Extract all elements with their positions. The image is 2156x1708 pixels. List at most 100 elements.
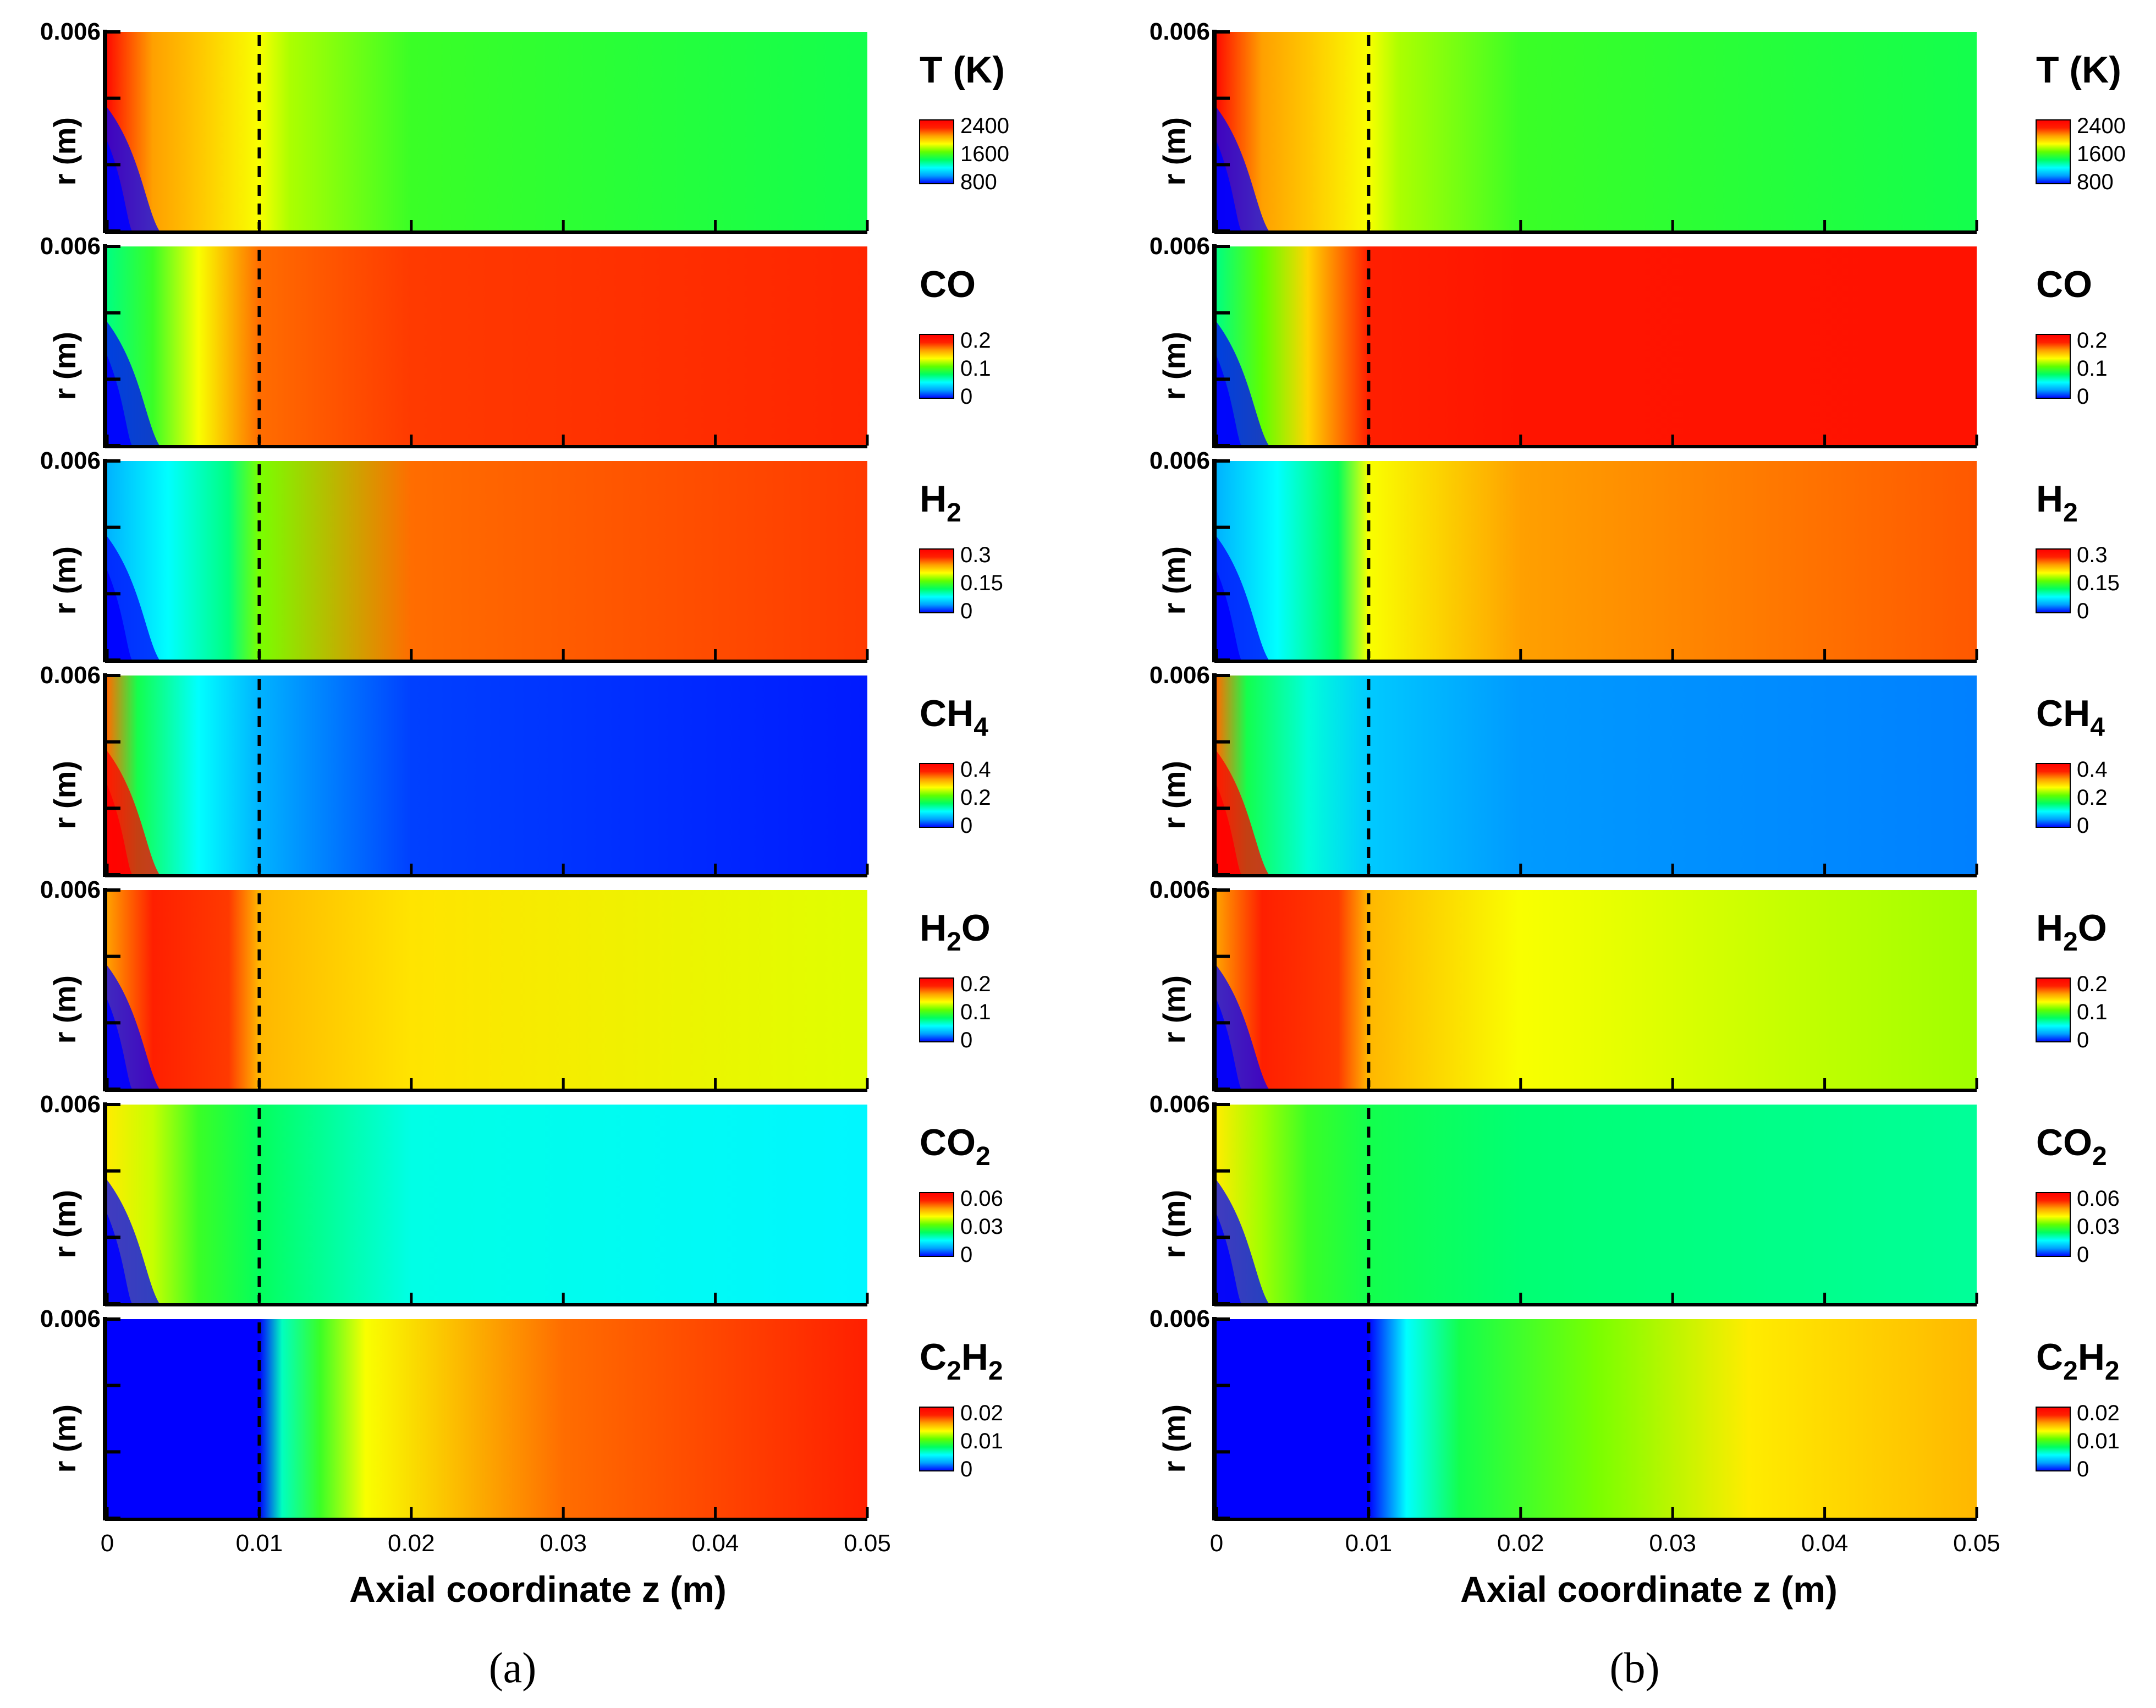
legend-a-3: H2 0.3 0.15 0 [919, 478, 1003, 623]
colorbar-tick-label: 0.2 [2077, 786, 2108, 810]
y-tick-label: 0.006 [40, 1305, 101, 1332]
colorbar-tick-label: 0 [2077, 599, 2089, 623]
colorbar [2036, 548, 2071, 613]
x-tick-label: 0.01 [236, 1530, 283, 1557]
y-tick-label: 0.006 [1150, 1305, 1210, 1332]
y-axis-label: r (m) [47, 117, 82, 185]
y-axis-label: r (m) [47, 975, 82, 1044]
x-tick-label: 0.05 [1953, 1530, 2000, 1557]
legend-a-1: T (K) 2400 1600 800 [919, 49, 1009, 194]
contour-plot-b-4: 0.006 r (m) [1150, 662, 1978, 877]
legend-a-7: C2H2 0.02 0.01 0 [919, 1336, 1003, 1481]
y-axis-label: r (m) [1157, 1404, 1191, 1473]
colorbar-tick-label: 0 [2077, 1457, 2089, 1481]
x-tick-label: 0.03 [1649, 1530, 1696, 1557]
colorbar [2036, 763, 2071, 828]
x-tick-label: 0 [1210, 1530, 1223, 1557]
x-tick-label: 0 [101, 1530, 114, 1557]
y-axis-label: r (m) [47, 1404, 82, 1473]
colorbar-tick-label: 0.06 [2077, 1187, 2120, 1211]
colorbar-tick-label: 2400 [960, 114, 1009, 138]
field-map [1217, 246, 1977, 446]
y-axis-label: r (m) [1157, 761, 1191, 829]
colorbar-tick-label: 0.2 [2077, 328, 2108, 353]
colorbar-tick-label: 0 [960, 1028, 972, 1052]
colorbar [919, 977, 954, 1042]
y-tick-label: 0.006 [1150, 233, 1210, 260]
field-map [107, 675, 867, 875]
colorbar-tick-label: 0.01 [960, 1429, 1003, 1453]
contour-plot-a-2: 0.006 r (m) [40, 233, 869, 448]
y-axis-label: r (m) [1157, 332, 1191, 400]
y-axis-label: r (m) [1157, 117, 1191, 185]
legend-b-1: T (K) 2400 1600 800 [2036, 49, 2126, 194]
species-label: CO [2036, 263, 2092, 305]
x-tick-label: 0.01 [1345, 1530, 1393, 1557]
colorbar [919, 1407, 954, 1471]
species-label: H2 [2036, 478, 2078, 528]
colorbar-tick-label: 0 [960, 1457, 972, 1481]
x-tick-label: 0.02 [1497, 1530, 1544, 1557]
colorbar-tick-label: 1600 [2077, 142, 2126, 166]
y-tick-label: 0.006 [1150, 1091, 1210, 1118]
colorbar-tick-label: 0.02 [960, 1401, 1003, 1425]
legend-a-5: H2O 0.2 0.1 0 [919, 907, 991, 1052]
colorbar-tick-label: 0.1 [960, 356, 991, 381]
panel-label-a: (a) [489, 1644, 537, 1691]
y-axis-label: r (m) [47, 332, 82, 400]
colorbar [919, 1192, 954, 1257]
colorbar-tick-label: 0.2 [960, 328, 991, 353]
y-tick-label: 0.006 [1150, 662, 1210, 689]
colorbar-tick-label: 800 [2077, 170, 2114, 194]
colorbar-tick-label: 0.1 [960, 1000, 991, 1024]
species-label: CH4 [2036, 693, 2105, 742]
species-label: CH4 [920, 693, 988, 742]
colorbar-tick-label: 0 [960, 1243, 972, 1267]
y-tick-label: 0.006 [1150, 876, 1210, 903]
y-tick-label: 0.006 [40, 447, 101, 474]
legend-b-3: H2 0.3 0.15 0 [2036, 478, 2120, 623]
colorbar-tick-label: 0.4 [2077, 757, 2108, 782]
contour-plot-a-7: 0.006 r (m) [40, 1305, 869, 1521]
colorbar [2036, 1407, 2071, 1471]
species-label: CO2 [920, 1122, 991, 1171]
colorbar-tick-label: 0 [960, 814, 972, 838]
y-tick-label: 0.006 [40, 1091, 101, 1118]
x-tick-label: 0.04 [692, 1530, 739, 1557]
colorbar-tick-label: 0.2 [960, 972, 991, 996]
species-label: T (K) [920, 49, 1005, 91]
colorbar-tick-label: 0.1 [2077, 356, 2108, 381]
colorbar [919, 763, 954, 828]
field-map [1217, 1105, 1977, 1304]
y-tick-label: 0.006 [40, 233, 101, 260]
species-label: H2 [920, 478, 961, 528]
field-map [107, 246, 867, 446]
species-label: C2H2 [920, 1336, 1003, 1386]
y-axis-label: r (m) [1157, 546, 1191, 614]
legend-b-4: CH4 0.4 0.2 0 [2036, 693, 2108, 838]
legend-b-2: CO 0.2 0.1 0 [2036, 263, 2108, 409]
field-map [107, 890, 867, 1089]
colorbar-tick-label: 1600 [960, 142, 1009, 166]
legend-a-6: CO2 0.06 0.03 0 [919, 1122, 1003, 1267]
colorbar-tick-label: 800 [960, 170, 997, 194]
x-tick-label: 0.05 [844, 1530, 891, 1557]
contour-plot-a-6: 0.006 r (m) [40, 1091, 869, 1306]
contour-plot-b-7: 0.006 r (m) [1150, 1305, 1978, 1521]
y-axis-label: r (m) [47, 761, 82, 829]
colorbar [2036, 334, 2071, 399]
colorbar-tick-label: 2400 [2077, 114, 2126, 138]
x-tick-label: 0.04 [1801, 1530, 1849, 1557]
colorbar [2036, 977, 2071, 1042]
colorbar [919, 334, 954, 399]
colorbar-tick-label: 0.15 [960, 571, 1003, 595]
legend-a-2: CO 0.2 0.1 0 [919, 263, 991, 409]
species-label: CO [920, 263, 976, 305]
colorbar-tick-label: 0.15 [2077, 571, 2120, 595]
y-tick-label: 0.006 [1150, 447, 1210, 474]
colorbar-tick-label: 0.4 [960, 757, 991, 782]
legend-a-4: CH4 0.4 0.2 0 [919, 693, 991, 838]
field-map [107, 32, 867, 231]
legend-b-5: H2O 0.2 0.1 0 [2036, 907, 2108, 1052]
